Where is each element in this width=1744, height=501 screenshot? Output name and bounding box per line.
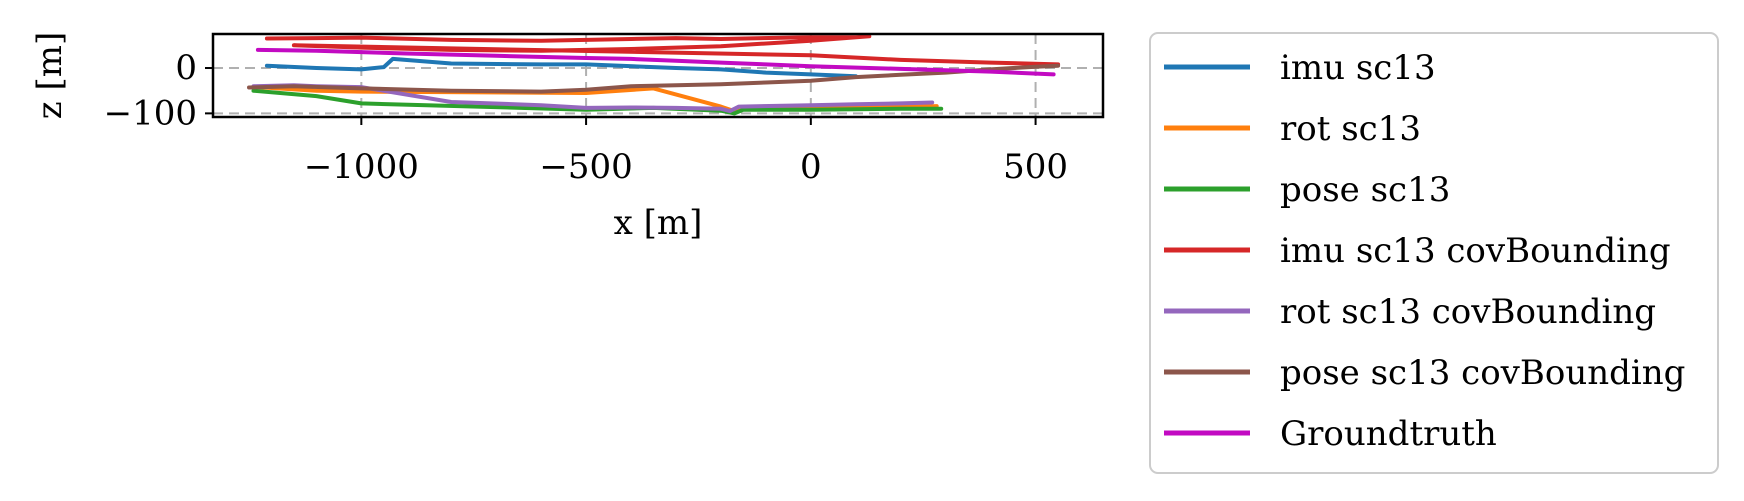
- y-axis-label: z [m]: [30, 32, 70, 120]
- legend-items: imu sc13 rot sc13 pose sc13 imu sc13 covBou…: [1164, 48, 1685, 454]
- legend-box: [1149, 32, 1719, 474]
- legend-item-imu-sc13: imu sc13: [1164, 48, 1436, 88]
- y-tick-label: −100: [104, 93, 197, 133]
- plot-area: [205, 32, 1105, 125]
- legend-label: imu sc13: [1280, 48, 1436, 88]
- x-tick-label: 0: [800, 147, 822, 187]
- x-tick-label: 500: [1003, 147, 1068, 187]
- legend-item-pose-sc13-covbounding: pose sc13 covBounding: [1164, 353, 1685, 393]
- x-axis-label: x [m]: [614, 203, 703, 243]
- legend-item-groundtruth: Groundtruth: [1164, 414, 1497, 454]
- x-tick-label: −1000: [304, 147, 419, 187]
- legend-label: pose sc13: [1280, 170, 1450, 210]
- series-line-imu-sc13-covbounding: [264, 34, 1061, 67]
- legend: imu sc13 rot sc13 pose sc13 imu sc13 covBou…: [1149, 32, 1719, 474]
- legend-label: pose sc13 covBounding: [1280, 353, 1685, 393]
- legend-label: rot sc13 covBounding: [1280, 292, 1656, 332]
- series-line-imu-sc13: [264, 56, 858, 79]
- series-lines: [247, 34, 1061, 116]
- legend-label: rot sc13: [1280, 109, 1421, 149]
- legend-label: imu sc13 covBounding: [1280, 231, 1671, 271]
- legend-item-rot-sc13-covbounding: rot sc13 covBounding: [1164, 292, 1656, 332]
- legend-item-rot-sc13: rot sc13: [1164, 109, 1421, 149]
- series-line-groundtruth: [255, 47, 1056, 77]
- legend-label: Groundtruth: [1280, 414, 1497, 454]
- y-tick-label: 0: [175, 48, 197, 88]
- axes-frame: [211, 32, 1105, 119]
- axis-ticks: [205, 67, 1037, 125]
- legend-item-pose-sc13: pose sc13: [1164, 170, 1450, 210]
- legend-item-imu-sc13-covbounding: imu sc13 covBounding: [1164, 231, 1671, 271]
- x-tick-label: −500: [539, 147, 632, 187]
